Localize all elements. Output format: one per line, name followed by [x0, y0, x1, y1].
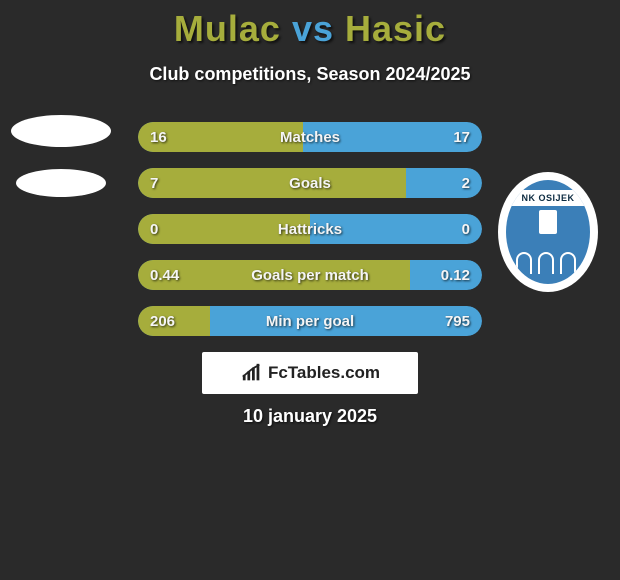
subtitle: Club competitions, Season 2024/2025 [0, 64, 620, 85]
stat-label: Goals [138, 175, 482, 192]
vs-separator: vs [292, 8, 334, 49]
stats-panel: 16Matches17 7Goals2 0Hattricks0 0.44Goals p… [138, 122, 482, 352]
stat-row: 206Min per goal795 [138, 306, 482, 336]
player1-name: Mulac [174, 8, 281, 49]
chart-icon [240, 362, 264, 384]
watermark: FcTables.com [202, 352, 418, 394]
stat-labels: 16Matches17 [138, 122, 482, 152]
stat-labels: 0.44Goals per match0.12 [138, 260, 482, 290]
page-title: Mulac vs Hasic [0, 0, 620, 50]
stat-row: 0.44Goals per match0.12 [138, 260, 482, 290]
watermark-text: FcTables.com [268, 363, 380, 383]
stat-label: Hattricks [138, 221, 482, 238]
stat-labels: 0Hattricks0 [138, 214, 482, 244]
report-date: 10 january 2025 [0, 406, 620, 427]
stat-labels: 7Goals2 [138, 168, 482, 198]
stat-label: Matches [138, 129, 482, 146]
stat-label: Goals per match [138, 267, 482, 284]
stat-row: 16Matches17 [138, 122, 482, 152]
player1-avatar [8, 115, 113, 245]
stat-labels: 206Min per goal795 [138, 306, 482, 336]
club-crest: NK OSIJEK [498, 172, 598, 292]
stat-row: 7Goals2 [138, 168, 482, 198]
player2-name: Hasic [345, 8, 446, 49]
crest-text: NK OSIJEK [506, 190, 590, 206]
stat-row: 0Hattricks0 [138, 214, 482, 244]
avatar-shape [11, 115, 111, 147]
avatar-shape [16, 169, 106, 197]
stat-label: Min per goal [138, 313, 482, 330]
player2-club-badge: NK OSIJEK [498, 172, 606, 302]
